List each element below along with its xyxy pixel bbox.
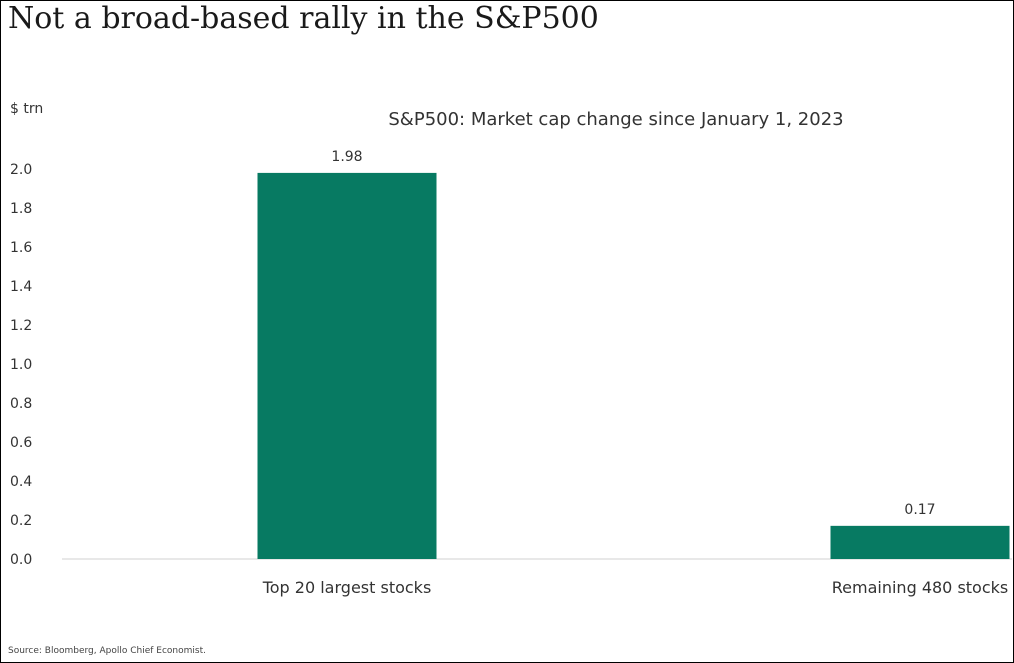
bar-data-label: 1.98 (331, 149, 362, 165)
y-tick-label: 1.8 (10, 201, 32, 217)
source-note: Source: Bloomberg, Apollo Chief Economis… (8, 646, 206, 656)
y-tick-label: 1.2 (10, 318, 32, 334)
bar (257, 172, 437, 559)
y-tick-label: 0.8 (10, 396, 32, 412)
y-tick-label: 0.2 (10, 513, 32, 529)
y-tick-label: 1.6 (10, 240, 32, 256)
y-tick-label: 0.6 (10, 435, 32, 451)
category-labels: Top 20 largest stocks Remaining 480 stock… (262, 578, 1009, 597)
headline: Not a broad-based rally in the S&P500 (8, 1, 599, 36)
bar (830, 525, 1010, 559)
bar-data-label: 0.17 (904, 502, 935, 518)
bars (257, 172, 1010, 559)
y-tick-label: 0.4 (10, 474, 32, 490)
y-tick-label: 0.0 (10, 552, 32, 568)
category-label: Remaining 480 stocks (832, 578, 1008, 597)
chart-title: S&P500: Market cap change since January … (388, 109, 843, 130)
category-label: Top 20 largest stocks (262, 578, 432, 597)
y-tick-label: 1.0 (10, 357, 32, 373)
y-tick-label: 2.0 (10, 162, 32, 178)
data-labels: 1.98 0.17 (331, 149, 935, 518)
y-tick-label: 1.4 (10, 279, 32, 295)
y-axis-unit-label: $ trn (10, 101, 43, 117)
y-axis-ticks: 0.0 0.2 0.4 0.6 0.8 1.0 1.2 1.4 1.6 1.8 2.0 (10, 162, 32, 568)
